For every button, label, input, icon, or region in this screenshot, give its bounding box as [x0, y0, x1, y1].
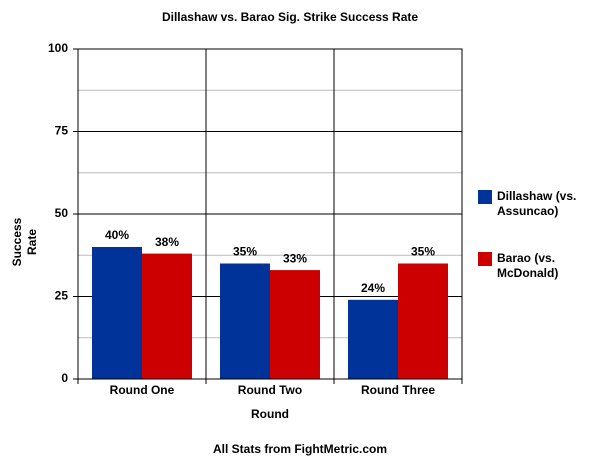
legend-swatch	[478, 252, 492, 266]
y-tick-label: 0	[61, 371, 68, 385]
y-tick-label: 50	[55, 206, 69, 220]
bar	[398, 263, 448, 379]
value-label: 35%	[411, 245, 435, 259]
legend-label: Dillashaw (vs. Assuncao)	[497, 189, 577, 218]
bar	[92, 247, 142, 379]
plot-border	[77, 48, 463, 380]
x-tick-label: Round One	[110, 383, 175, 397]
chart-title: Dillashaw vs. Barao Sig. Strike Success …	[162, 10, 418, 24]
bar	[220, 263, 270, 379]
legend-swatch	[478, 190, 492, 204]
value-label: 35%	[233, 245, 257, 259]
value-label: 33%	[283, 251, 307, 265]
x-tick-label: Round Three	[361, 383, 435, 397]
y-tick-label: 75	[55, 124, 69, 138]
y-axis-label: Success Rate	[10, 217, 39, 267]
bar	[142, 253, 192, 379]
y-tick-label: 100	[48, 41, 68, 55]
bar	[270, 270, 320, 379]
x-tick-label: Round Two	[238, 383, 302, 397]
bar	[348, 299, 398, 379]
value-label: 24%	[361, 281, 385, 295]
y-tick-label: 25	[55, 289, 69, 303]
x-axis-label: Round	[251, 407, 289, 421]
footer: All Stats from FightMetric.com	[213, 442, 387, 456]
value-label: 40%	[105, 228, 129, 242]
legend-label: Barao (vs. McDonald)	[497, 251, 559, 280]
value-label: 38%	[155, 235, 179, 249]
